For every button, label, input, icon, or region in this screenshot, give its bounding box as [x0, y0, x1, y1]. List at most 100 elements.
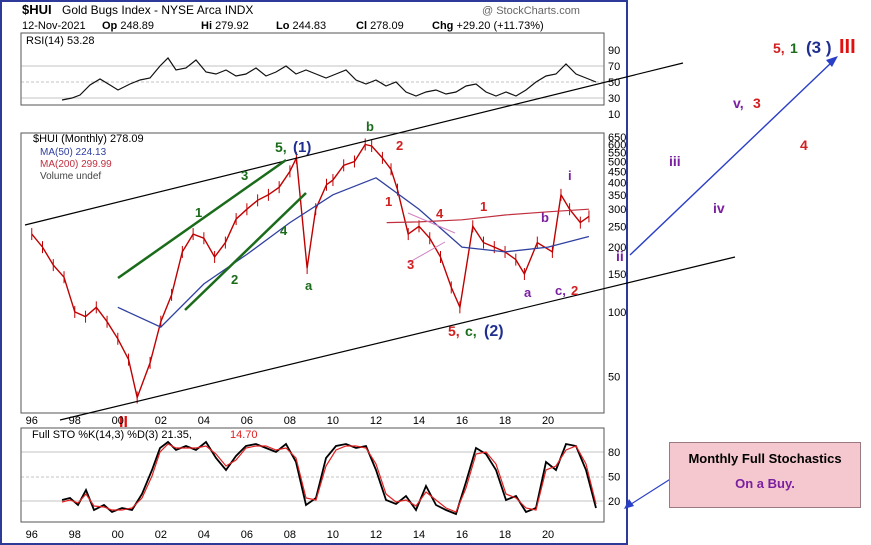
x-tick: 02 — [155, 415, 167, 427]
legend-main: $HUI (Monthly) 278.09 — [33, 133, 144, 145]
note-line-1: Monthly Full Stochastics — [688, 451, 842, 466]
wave-label-v: v, — [733, 95, 744, 111]
price-tick: 450 — [608, 166, 626, 178]
channel-lower-line — [59, 256, 736, 421]
x-tick: 06 — [241, 529, 253, 541]
x-tick: 96 — [26, 529, 38, 541]
wave-label-5: 5, — [275, 139, 287, 155]
chart-date: 12-Nov-2021 — [22, 20, 86, 32]
x-tick: 00 — [112, 415, 124, 427]
wave-label-purple-c: c, — [555, 283, 566, 298]
price-tick: 350 — [608, 190, 626, 202]
quote-hi: Hi 279.92 — [201, 20, 249, 32]
wave-label-1: 1 — [195, 205, 202, 220]
quote-lo: Lo 244.83 — [276, 20, 326, 32]
wave-label-target-III: III — [839, 36, 856, 58]
ma200-line — [386, 208, 589, 224]
price-tick: 250 — [608, 221, 626, 233]
x-tick: 18 — [499, 415, 511, 427]
sto-tick: 80 — [608, 447, 620, 459]
note-pointer-line — [627, 477, 673, 507]
rsi-line — [61, 57, 597, 101]
x-tick: 10 — [327, 529, 339, 541]
rsi-label: RSI(14) 53.28 — [26, 35, 94, 47]
x-tick: 00 — [112, 529, 124, 541]
x-tick: 02 — [155, 529, 167, 541]
quote-chg: Chg +29.20 (+11.73%) — [432, 20, 544, 32]
forecast-arrow-head — [826, 56, 838, 67]
legend-ma200: MA(200) 299.99 — [40, 159, 112, 170]
wave-label-1-blue: (1) — [293, 139, 311, 156]
wave-label-red-5: 5, — [448, 323, 460, 339]
sto-d-value: 14.70 — [230, 429, 258, 441]
wave-label-b: b — [366, 119, 374, 134]
rsi-axis: 90 70 50 30 10 — [608, 45, 620, 121]
x-tick: 20 — [542, 529, 554, 541]
price-tick: 50 — [608, 372, 620, 384]
rsi-tick: 50 — [608, 77, 620, 89]
x-tick: 98 — [69, 415, 81, 427]
sto-d-line — [61, 443, 597, 513]
price-tick: 100 — [608, 307, 626, 319]
sto-axis: 80 50 20 — [608, 447, 620, 508]
forecast-arrow-line — [629, 61, 833, 256]
wave-label-purple-i: i — [568, 168, 572, 183]
wave-label-a: a — [305, 278, 313, 293]
wave-label-ii: ii — [616, 248, 624, 264]
channel-upper-line — [24, 62, 684, 226]
wave-label-target-3: (3 ) — [806, 38, 832, 57]
x-tick: 20 — [542, 415, 554, 427]
wave-label-purple-a: a — [524, 285, 532, 300]
rsi-tick: 30 — [608, 93, 620, 105]
rsi-panel — [20, 32, 605, 106]
x-tick: 18 — [499, 529, 511, 541]
wave-label-red-4: 4 — [436, 206, 444, 221]
sto-tick: 20 — [608, 496, 620, 508]
price-tick: 400 — [608, 177, 626, 189]
wave-channel-lower — [184, 192, 307, 311]
note-box: Monthly Full Stochastics On a Buy. — [669, 442, 861, 508]
price-tick: 500 — [608, 157, 626, 169]
price-tick: 600 — [608, 139, 626, 151]
x-tick: 98 — [69, 529, 81, 541]
chart-ticker: $HUI — [22, 2, 52, 17]
x-tick: 10 — [327, 415, 339, 427]
wave-label-target-5: 5, — [773, 40, 785, 56]
x-tick: 04 — [198, 529, 210, 541]
wave-label-red-1b: 1 — [480, 199, 487, 214]
watermark: @ StockCharts.com — [482, 5, 580, 17]
wave-label-red-2b: 2 — [571, 283, 578, 298]
sto-k-line — [61, 440, 597, 516]
note-pointer-head — [624, 499, 634, 509]
wave-label-iii: iii — [669, 153, 681, 169]
note-line-2: On a Buy. — [735, 476, 795, 491]
sto-label: Full STO %K(14,3) %D(3) 21.35, — [32, 429, 192, 441]
price-tick: 200 — [608, 242, 626, 254]
price-panel — [20, 132, 605, 414]
wave-label-iv: iv — [713, 200, 725, 216]
wave-label-4: 4 — [280, 223, 288, 238]
x-tick: 08 — [284, 415, 296, 427]
chart-border — [0, 0, 628, 545]
wave-label-4-forecast: 4 — [800, 137, 808, 153]
chart-name: Gold Bugs Index - NYSE Arca INDX — [62, 3, 253, 17]
x-tick: 06 — [241, 415, 253, 427]
legend-volume: Volume undef — [40, 171, 101, 182]
x-tick: 96 — [26, 415, 38, 427]
wave-label-red-1a: 1 — [385, 194, 392, 209]
wave-label-red-2: 2 — [396, 138, 403, 153]
price-x-axis: 96 98 00 02 04 06 08 10 12 14 16 18 20 — [26, 415, 555, 427]
x-tick: 04 — [198, 415, 210, 427]
quote-row: Op 248.89 Hi 279.92 Lo 244.83 Cl 278.09 Chg … — [102, 20, 544, 32]
x-tick: 16 — [456, 529, 468, 541]
price-tick: 150 — [608, 269, 626, 281]
x-tick: 16 — [456, 415, 468, 427]
wave-label-red-3: 3 — [407, 257, 414, 272]
wave-label-target-1: 1 — [790, 40, 798, 56]
wave-label-v-3: 3 — [753, 95, 761, 111]
x-tick: 12 — [370, 415, 382, 427]
price-tick: 300 — [608, 204, 626, 216]
wave-label-c: c, — [465, 323, 477, 339]
